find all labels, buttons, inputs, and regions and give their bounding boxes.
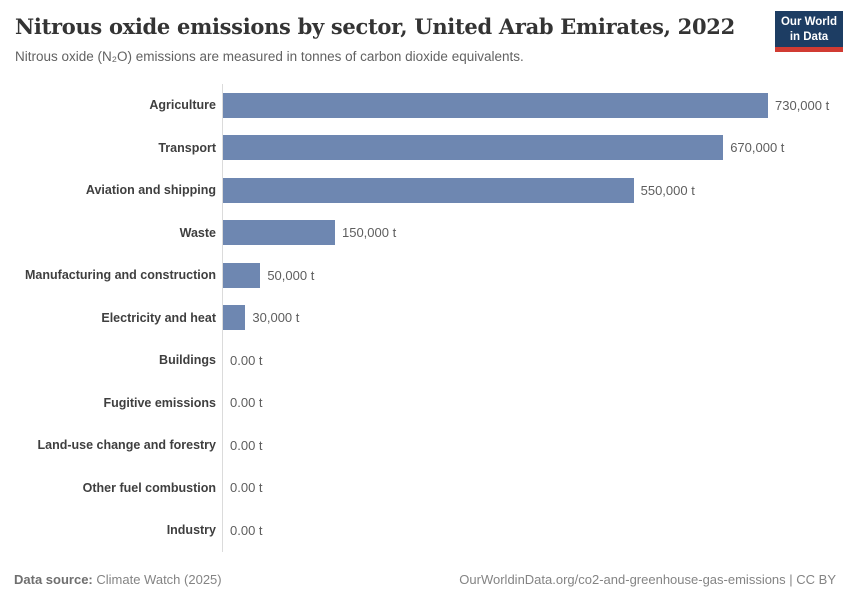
bar — [223, 135, 724, 161]
category-label: Fugitive emissions — [103, 395, 216, 410]
category-label: Buildings — [159, 353, 216, 368]
category-label: Waste — [179, 225, 216, 240]
category-label: Other fuel combustion — [82, 480, 216, 495]
chart-row: Agriculture 730,000 t — [14, 84, 836, 127]
chart-footer: Data source: Climate Watch (2025) OurWor… — [14, 572, 836, 587]
bar-zone: 0.00 t — [222, 339, 836, 382]
bar-chart: Agriculture 730,000 t Transport 670,000 … — [14, 84, 836, 552]
chart-title: Nitrous oxide emissions by sector, Unite… — [15, 14, 735, 39]
bar — [223, 305, 246, 331]
chart-row: Waste 150,000 t — [14, 211, 836, 254]
bar — [223, 262, 261, 288]
chart-row: Industry 0.00 t — [14, 509, 836, 552]
value-label: 50,000 t — [267, 267, 315, 283]
value-label: 30,000 t — [252, 310, 300, 326]
chart-row: Transport 670,000 t — [14, 126, 836, 169]
data-source-label: Data source: — [14, 572, 93, 587]
value-label: 0.00 t — [230, 522, 263, 538]
chart-row: Aviation and shipping 550,000 t — [14, 169, 836, 212]
category-label: Industry — [166, 523, 216, 538]
chart-row: Land-use change and forestry 0.00 t — [14, 424, 836, 467]
bar-zone: 550,000 t — [222, 169, 836, 212]
value-label: 0.00 t — [230, 395, 263, 411]
category-label: Electricity and heat — [101, 310, 216, 325]
value-label: 670,000 t — [730, 140, 785, 156]
category-label: Agriculture — [149, 98, 216, 113]
category-label: Land-use change and forestry — [37, 438, 216, 453]
chart-header: Nitrous oxide emissions by sector, Unite… — [15, 14, 760, 66]
chart-row: Buildings 0.00 t — [14, 339, 836, 382]
chart-row: Other fuel combustion 0.00 t — [14, 466, 836, 509]
owid-logo: Our World in Data — [775, 11, 843, 52]
data-source: Data source: Climate Watch (2025) — [14, 572, 222, 587]
bar-zone: 730,000 t — [222, 84, 836, 127]
bar-zone: 0.00 t — [222, 424, 836, 467]
bar — [223, 177, 634, 203]
value-label: 0.00 t — [230, 352, 263, 368]
value-label: 550,000 t — [640, 182, 695, 198]
owid-logo-line2: in Data — [789, 30, 829, 43]
data-source-value: Climate Watch (2025) — [96, 572, 222, 587]
bar — [223, 220, 335, 246]
value-label: 150,000 t — [341, 225, 397, 241]
owid-logo-red-strip — [775, 47, 843, 52]
value-label: 0.00 t — [230, 437, 263, 453]
category-label: Aviation and shipping — [85, 183, 216, 198]
chart-row: Fugitive emissions 0.00 t — [14, 381, 836, 424]
bar-zone: 0.00 t — [222, 509, 836, 552]
bar-zone: 670,000 t — [222, 126, 836, 169]
bar-zone: 0.00 t — [222, 466, 836, 509]
owid-logo-line1: Our World — [780, 16, 837, 28]
bar-zone: 150,000 t — [222, 211, 836, 254]
bar-zone: 30,000 t — [222, 296, 836, 339]
value-label: 0.00 t — [230, 480, 263, 496]
owid-logo-text: Our World in Data — [775, 11, 843, 47]
bar — [223, 92, 768, 118]
license-url: OurWorldinData.org/co2-and-greenhouse-ga… — [459, 572, 836, 587]
chart-row: Electricity and heat 30,000 t — [14, 296, 836, 339]
bar-zone: 0.00 t — [222, 381, 836, 424]
bar-zone: 50,000 t — [222, 254, 836, 297]
chart-subtitle: Nitrous oxide (N₂O) emissions are measur… — [15, 49, 524, 65]
value-label: 730,000 t — [775, 97, 830, 113]
category-label: Transport — [158, 140, 216, 155]
chart-row: Manufacturing and construction 50,000 t — [14, 254, 836, 297]
category-label: Manufacturing and construction — [25, 268, 216, 283]
